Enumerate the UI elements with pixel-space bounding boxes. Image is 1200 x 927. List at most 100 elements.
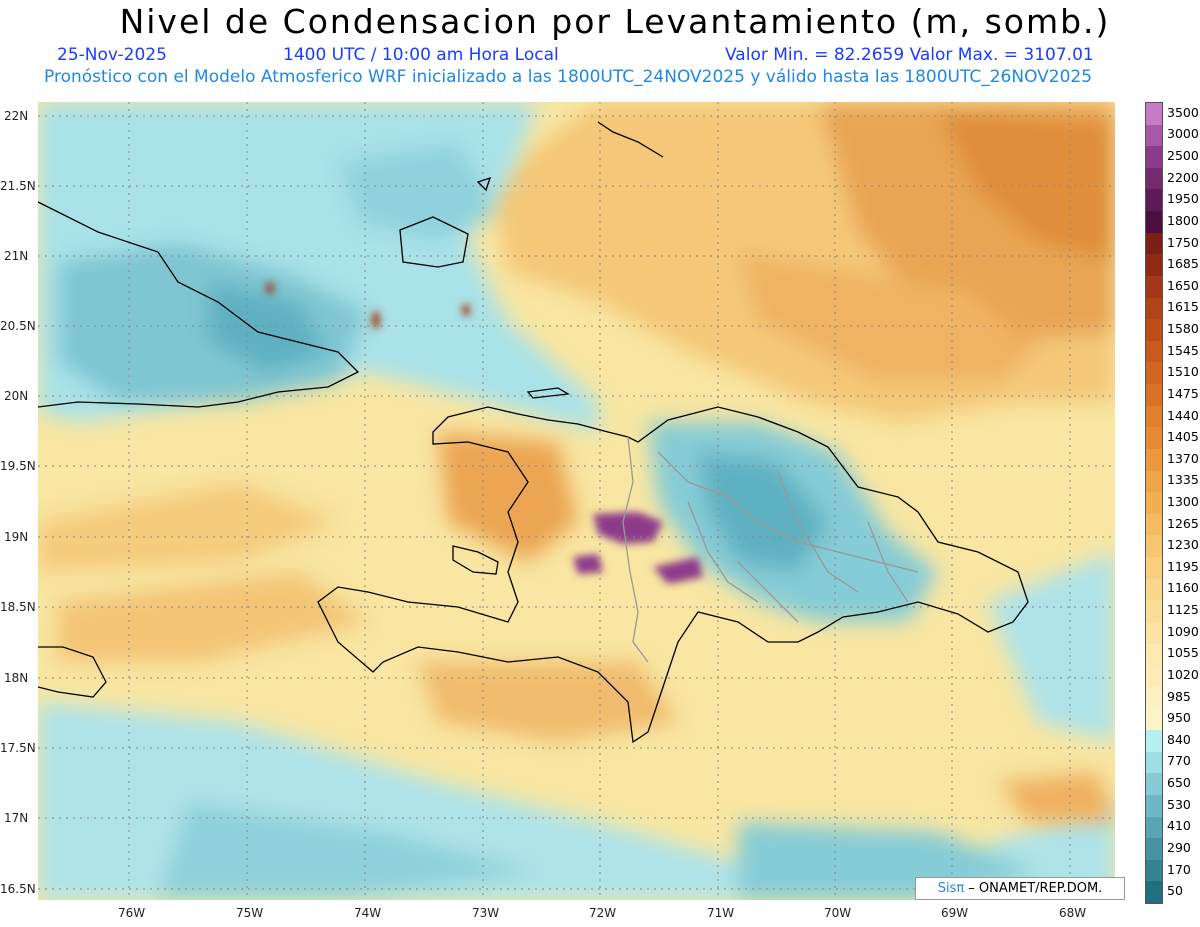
colorbar-label: 1265 [1167, 515, 1199, 531]
colorbar-swatch [1146, 319, 1162, 342]
colorbar-label: 1405 [1167, 429, 1199, 445]
lon-label: 76W [118, 906, 146, 920]
credit-brand: Sisπ [937, 881, 965, 896]
colorbar-swatch [1146, 167, 1162, 190]
lon-label: 74W [354, 906, 382, 920]
lon-label: 70W [824, 906, 852, 920]
colorbar-label: 290 [1167, 839, 1191, 855]
colorbar-label: 1230 [1167, 537, 1199, 553]
colorbar-label: 1300 [1167, 494, 1199, 509]
colorbar-label: 1685 [1167, 256, 1199, 272]
colorbar-label: 840 [1167, 731, 1191, 747]
colorbar-label: 1615 [1167, 299, 1199, 315]
colorbar-swatch [1146, 124, 1162, 147]
colorbar-label: 1750 [1167, 234, 1199, 250]
colorbar-swatch [1146, 103, 1162, 126]
model-info: Pronóstico con el Modelo Atmosferico WRF… [44, 67, 1093, 87]
colorbar-label: 1020 [1167, 666, 1199, 682]
colorbar-label: 50 [1167, 883, 1183, 899]
lat-label: 21N [4, 249, 29, 263]
colorbar-swatch [1146, 773, 1162, 796]
colorbar-swatch [1146, 189, 1162, 212]
colorbar-label: 3500 [1167, 104, 1199, 120]
colorbar-swatch [1146, 211, 1162, 234]
lat-label: 19.5N [0, 459, 36, 473]
lat-label: 16.5N [0, 882, 36, 896]
credit-text: – ONAMET/REP.DOM. [964, 881, 1103, 896]
colorbar-swatch [1146, 275, 1162, 299]
colorbar-label: 1580 [1167, 321, 1199, 337]
colorbar-swatch [1146, 621, 1162, 645]
colorbar-swatch [1146, 535, 1162, 558]
colorbar-swatch [1146, 578, 1162, 601]
colorbar-swatch [1146, 881, 1162, 904]
colorbar-swatch [1146, 730, 1162, 753]
lat-label: 17.5N [0, 741, 36, 755]
lat-label: 20.5N [0, 319, 36, 333]
colorbar-label: 950 [1167, 710, 1191, 726]
coastlines [38, 121, 1029, 744]
lon-label: 73W [472, 906, 500, 920]
colorbar-swatch [1146, 686, 1162, 709]
colorbar-swatch [1146, 708, 1162, 731]
colorbar-swatch [1146, 557, 1162, 580]
colorbar-swatch [1146, 340, 1162, 363]
colorbar-label: 1650 [1167, 277, 1199, 293]
forecast-time: 1400 UTC / 10:00 am Hora Local [283, 45, 559, 65]
colorbar-label: 1800 [1167, 212, 1199, 228]
colorbar-label: 1090 [1167, 623, 1199, 639]
colorbar-swatch [1146, 297, 1162, 320]
colorbar-swatch [1146, 470, 1162, 493]
colorbar-swatch [1146, 448, 1162, 472]
colorbar-label: 1195 [1167, 558, 1199, 574]
colorbar-swatch [1146, 794, 1162, 817]
forecast-date: 25-Nov-2025 [57, 45, 167, 65]
lon-label: 72W [589, 906, 617, 920]
colorbar-label: 650 [1167, 775, 1191, 791]
colorbar-label: 1510 [1167, 364, 1199, 380]
min-max-values: Valor Min. = 82.2659 Valor Max. = 3107.0… [725, 45, 1094, 65]
colorbar-label: 170 [1167, 861, 1191, 877]
colorbar-swatch [1146, 146, 1162, 169]
lat-label: 18.5N [0, 600, 36, 614]
colorbar [1145, 102, 1163, 904]
colorbar-swatch [1146, 492, 1162, 515]
colorbar-label: 985 [1167, 688, 1191, 704]
colorbar-swatch [1146, 665, 1162, 688]
colorbar-label: 1160 [1167, 580, 1199, 596]
colorbar-swatch [1146, 254, 1162, 277]
lat-label: 21.5N [0, 179, 36, 193]
lat-label: 22N [4, 109, 29, 123]
colorbar-label: 2500 [1167, 148, 1199, 164]
colorbar-swatch [1146, 427, 1162, 450]
colorbar-label: 1545 [1167, 342, 1199, 358]
credit-box: Sisπ – ONAMET/REP.DOM. [915, 877, 1125, 900]
colorbar-swatch [1146, 362, 1162, 385]
colorbar-label: 1475 [1167, 385, 1199, 401]
colorbar-swatch [1146, 513, 1162, 536]
map-title: Nivel de Condensacion por Levantamiento … [119, 2, 1111, 41]
colorbar-label: 1440 [1167, 407, 1199, 423]
lat-label: 18N [4, 671, 29, 685]
borders [622, 436, 919, 663]
colorbar-label: 2200 [1167, 169, 1199, 185]
map-panel [38, 102, 1115, 900]
lat-label: 19N [4, 530, 29, 544]
colorbar-label: 1950 [1167, 191, 1199, 207]
colorbar-label: 1125 [1167, 602, 1199, 618]
colorbar-swatch [1146, 384, 1162, 407]
lat-label: 20N [4, 389, 29, 403]
colorbar-label: 770 [1167, 753, 1191, 769]
colorbar-label: 410 [1167, 818, 1191, 834]
colorbar-swatch [1146, 232, 1162, 255]
colorbar-label: 530 [1167, 796, 1191, 812]
colorbar-label: 1335 [1167, 472, 1199, 488]
colorbar-swatch [1146, 751, 1162, 774]
lat-label: 17N [4, 811, 29, 825]
colorbar-label: 1055 [1167, 645, 1199, 661]
lon-label: 71W [707, 906, 735, 920]
colorbar-swatch [1146, 816, 1162, 839]
lon-label: 68W [1059, 906, 1087, 920]
lon-label: 69W [941, 906, 969, 920]
colorbar-swatch [1146, 405, 1162, 428]
